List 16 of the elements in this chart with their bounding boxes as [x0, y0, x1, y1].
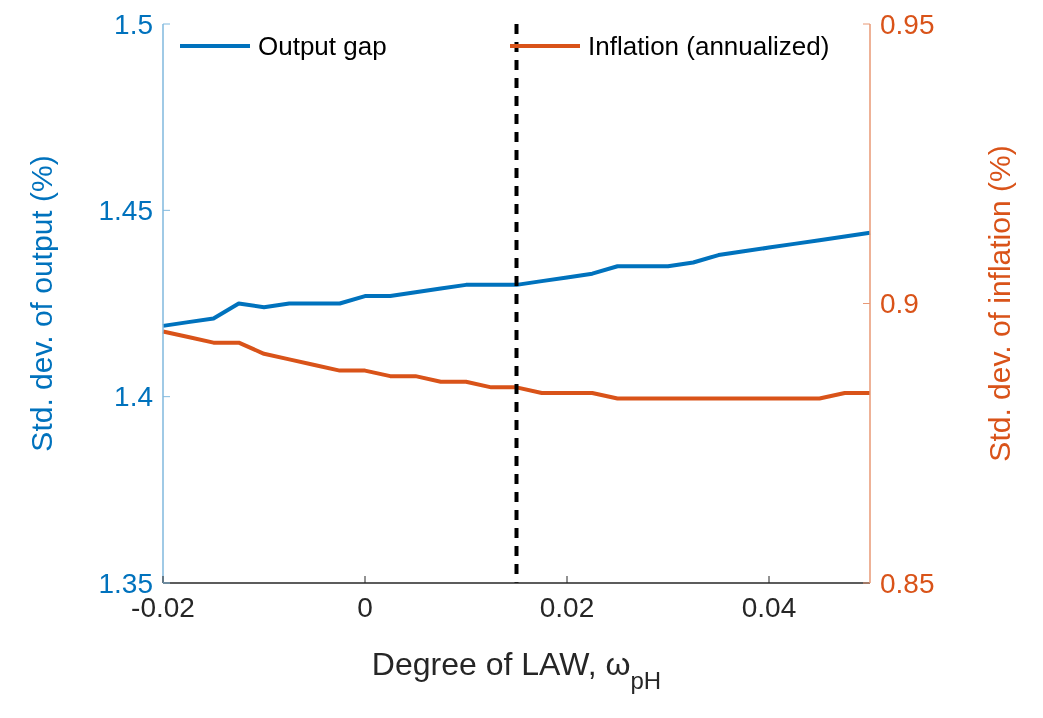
- line-series: [161, 230, 872, 328]
- y-tick-label: 1.45: [98, 195, 153, 227]
- legend-label: Output gap: [258, 31, 387, 62]
- x-tick-label: 0.02: [539, 592, 595, 623]
- y2-tick-label: 0.85: [880, 567, 935, 599]
- x-tick-label: 0.04: [741, 592, 797, 623]
- y-tick-label: 1.5: [114, 8, 153, 40]
- y2-tick-label: 0.9: [880, 288, 919, 320]
- x-tick-label: 0: [357, 592, 373, 623]
- y-tick-label: 1.4: [114, 381, 153, 413]
- x-axis-title: Degree of LAW, ω$_{pH}$: [371, 646, 662, 694]
- legend-label: Inflation (annualized): [588, 31, 830, 62]
- y-axis-title: Std. dev. of output (%): [25, 155, 58, 452]
- line-series: [161, 329, 872, 401]
- y2-tick-label: 0.95: [880, 8, 935, 40]
- y2-axis-title: Std. dev. of inflation (%): [983, 145, 1016, 462]
